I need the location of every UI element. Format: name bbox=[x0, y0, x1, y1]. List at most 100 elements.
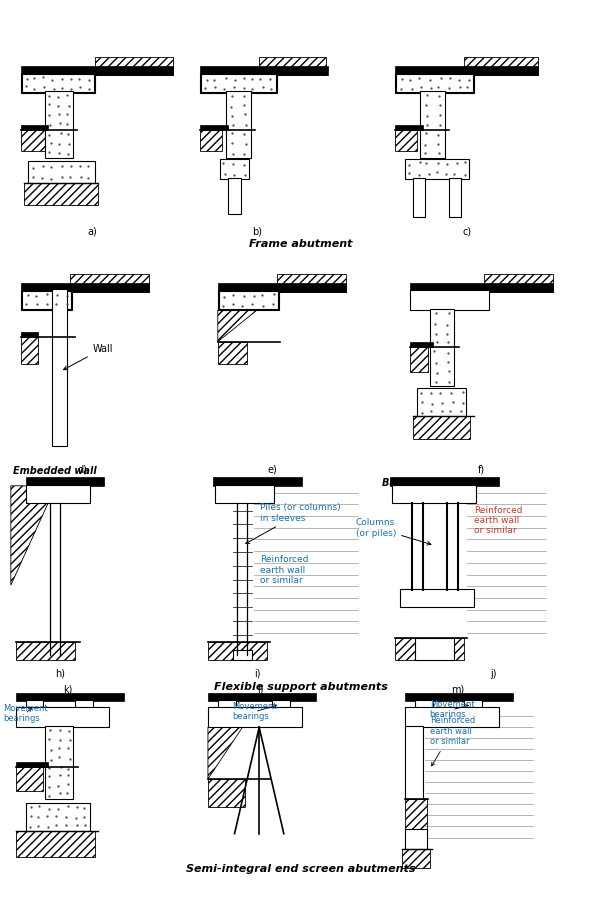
Bar bbox=[395, 638, 464, 660]
Bar bbox=[395, 74, 474, 93]
Bar bbox=[22, 291, 71, 309]
Bar bbox=[415, 638, 454, 660]
Bar bbox=[219, 291, 278, 309]
Text: k): k) bbox=[63, 684, 72, 694]
Bar bbox=[75, 701, 93, 710]
Bar bbox=[21, 74, 95, 93]
Bar bbox=[23, 183, 98, 205]
Bar bbox=[16, 692, 124, 701]
Bar bbox=[21, 67, 174, 76]
Text: Embedded wall
abutment: Embedded wall abutment bbox=[13, 466, 97, 487]
Bar bbox=[21, 337, 38, 363]
Bar bbox=[413, 178, 425, 218]
Text: a): a) bbox=[87, 226, 98, 236]
Text: Reinforced
earth wall
or similar: Reinforced earth wall or similar bbox=[260, 556, 308, 585]
Bar bbox=[21, 290, 72, 310]
Bar bbox=[228, 178, 241, 214]
Text: f): f) bbox=[479, 465, 485, 475]
Bar bbox=[405, 726, 423, 799]
Bar bbox=[16, 642, 75, 660]
Bar bbox=[400, 589, 474, 607]
Bar bbox=[200, 74, 277, 93]
Bar bbox=[405, 708, 498, 727]
Bar bbox=[410, 290, 489, 310]
Bar bbox=[417, 388, 466, 416]
Bar bbox=[16, 708, 110, 727]
Bar bbox=[213, 476, 301, 486]
Bar bbox=[220, 159, 249, 179]
Bar bbox=[22, 75, 93, 92]
Bar bbox=[46, 726, 73, 799]
Bar bbox=[484, 274, 553, 292]
Bar bbox=[208, 642, 267, 660]
Text: i): i) bbox=[254, 669, 261, 679]
Text: Movement
bearings: Movement bearings bbox=[429, 700, 474, 720]
Bar bbox=[396, 75, 473, 92]
Bar bbox=[415, 701, 432, 710]
Bar bbox=[16, 831, 95, 856]
Bar bbox=[215, 485, 274, 503]
Text: e): e) bbox=[267, 465, 277, 475]
Bar bbox=[46, 91, 73, 158]
Bar bbox=[21, 130, 46, 151]
Bar bbox=[429, 309, 454, 386]
Bar bbox=[26, 476, 104, 486]
Bar bbox=[218, 283, 346, 292]
Bar bbox=[259, 57, 326, 76]
Text: Flexible support abutments: Flexible support abutments bbox=[214, 681, 388, 691]
Bar bbox=[410, 347, 428, 372]
Text: d): d) bbox=[78, 465, 87, 475]
Bar bbox=[26, 803, 90, 831]
Text: b): b) bbox=[252, 226, 262, 236]
Bar bbox=[405, 829, 426, 848]
Bar bbox=[21, 283, 149, 292]
Text: m): m) bbox=[450, 684, 464, 694]
Bar bbox=[277, 274, 346, 292]
Bar bbox=[208, 692, 316, 701]
Text: c): c) bbox=[462, 226, 471, 236]
Text: Bank pad abutments: Bank pad abutments bbox=[382, 477, 497, 487]
Bar bbox=[200, 67, 328, 76]
Bar bbox=[21, 332, 38, 337]
Text: Movement
bearings: Movement bearings bbox=[3, 704, 47, 723]
Bar bbox=[201, 75, 276, 92]
Bar bbox=[26, 485, 90, 503]
Bar bbox=[218, 701, 235, 710]
Bar bbox=[70, 274, 149, 292]
Bar bbox=[16, 763, 49, 767]
Bar bbox=[464, 701, 482, 710]
Text: Reinforced
earth wall
or similar: Reinforced earth wall or similar bbox=[474, 506, 522, 536]
Bar bbox=[52, 289, 67, 446]
Bar bbox=[26, 701, 43, 710]
Bar bbox=[413, 416, 470, 439]
Text: Semi-integral end screen abutments: Semi-integral end screen abutments bbox=[186, 865, 415, 875]
Bar bbox=[405, 692, 513, 701]
Text: j): j) bbox=[491, 669, 497, 679]
Text: l): l) bbox=[257, 684, 264, 694]
Bar bbox=[410, 342, 432, 347]
Bar bbox=[28, 161, 95, 183]
Text: Columns
(or piles): Columns (or piles) bbox=[356, 518, 431, 545]
Bar bbox=[208, 779, 246, 807]
Bar bbox=[449, 178, 461, 218]
Bar bbox=[405, 159, 469, 179]
Bar bbox=[392, 485, 476, 503]
Bar bbox=[395, 67, 538, 76]
Bar bbox=[395, 130, 417, 151]
Bar bbox=[391, 476, 498, 486]
Text: Movement
bearings: Movement bearings bbox=[232, 702, 277, 722]
Bar bbox=[226, 91, 252, 158]
Bar bbox=[21, 125, 49, 130]
Bar bbox=[402, 848, 429, 868]
Bar bbox=[208, 708, 301, 727]
Bar bbox=[218, 342, 247, 363]
Bar bbox=[395, 125, 423, 130]
Bar bbox=[410, 283, 553, 292]
Bar bbox=[200, 125, 228, 130]
Bar bbox=[16, 767, 43, 791]
Bar bbox=[464, 57, 538, 76]
Bar bbox=[272, 701, 290, 710]
Text: Frame abutment: Frame abutment bbox=[249, 240, 352, 250]
Text: h): h) bbox=[55, 669, 65, 679]
Bar bbox=[420, 91, 446, 158]
